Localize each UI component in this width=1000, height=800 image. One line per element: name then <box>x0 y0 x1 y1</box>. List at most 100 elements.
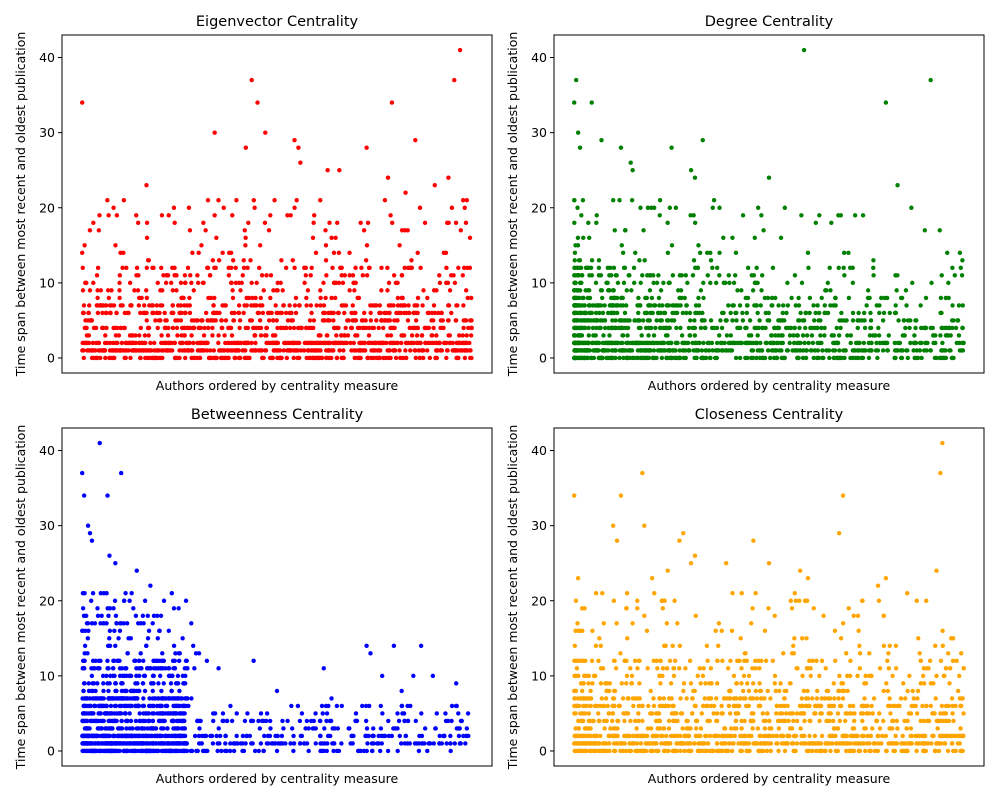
data-point <box>171 718 176 724</box>
data-point <box>717 273 722 278</box>
data-point <box>188 748 193 754</box>
data-point <box>144 235 150 240</box>
data-point <box>619 681 624 686</box>
data-point <box>913 703 918 709</box>
data-point <box>279 733 285 739</box>
data-point <box>183 673 188 679</box>
data-point <box>353 310 358 316</box>
data-point <box>710 348 715 353</box>
data-point <box>938 658 944 664</box>
data-point <box>572 250 578 256</box>
data-point <box>98 733 104 739</box>
data-point <box>809 333 815 338</box>
data-point <box>106 295 112 301</box>
data-point <box>411 673 416 679</box>
data-point <box>169 688 174 694</box>
data-point <box>115 733 121 739</box>
data-point <box>264 340 269 346</box>
data-point <box>339 703 344 709</box>
y-tick-label: 40 <box>39 443 55 458</box>
data-point <box>297 718 303 724</box>
data-point <box>311 726 316 731</box>
data-point <box>572 265 577 271</box>
data-point <box>333 295 338 301</box>
data-point <box>268 273 274 278</box>
data-point <box>612 228 617 233</box>
data-point <box>919 355 924 361</box>
data-point <box>195 718 200 724</box>
data-point <box>827 355 832 361</box>
data-point <box>113 688 118 694</box>
data-point <box>867 333 873 338</box>
data-point <box>246 295 252 301</box>
data-point <box>602 325 608 331</box>
data-point <box>311 325 316 331</box>
data-point <box>358 220 363 225</box>
y-tick-label: 10 <box>39 275 55 290</box>
data-point <box>661 310 667 316</box>
data-point <box>86 340 92 346</box>
data-point <box>421 355 426 361</box>
data-point <box>757 666 762 671</box>
data-point <box>683 273 688 278</box>
data-point <box>107 636 112 641</box>
data-point <box>597 325 602 331</box>
data-point <box>814 355 820 361</box>
data-point <box>703 348 709 353</box>
data-point <box>707 681 712 686</box>
data-point <box>313 741 318 746</box>
data-point <box>720 348 725 353</box>
data-point <box>231 310 237 316</box>
data-point <box>734 340 740 346</box>
data-point <box>162 310 167 316</box>
data-point <box>894 288 899 293</box>
data-point <box>875 733 880 739</box>
data-point <box>817 673 822 679</box>
data-point <box>418 340 423 346</box>
data-point <box>725 666 731 671</box>
data-point <box>891 748 896 754</box>
data-point <box>184 325 190 331</box>
data-point <box>752 235 757 240</box>
data-point <box>403 348 408 353</box>
data-point <box>395 711 400 716</box>
data-point <box>169 310 175 316</box>
data-point <box>629 673 635 679</box>
data-point <box>365 355 371 361</box>
data-point <box>420 303 425 308</box>
data-point <box>834 325 839 331</box>
data-point <box>730 303 735 308</box>
data-point <box>850 265 855 271</box>
data-point <box>707 355 713 361</box>
data-point <box>290 340 296 346</box>
y-tick-label: 40 <box>531 50 547 65</box>
data-point <box>843 348 848 353</box>
data-point <box>96 726 101 731</box>
data-point <box>785 303 791 308</box>
data-point <box>677 348 682 353</box>
data-point <box>695 265 700 271</box>
data-point <box>178 340 183 346</box>
data-point <box>161 711 166 716</box>
data-point <box>587 235 592 240</box>
data-point <box>842 355 847 361</box>
data-point <box>80 250 85 256</box>
data-point <box>839 681 844 686</box>
data-point <box>759 213 764 218</box>
data-point <box>442 733 447 739</box>
data-point <box>151 348 157 353</box>
data-point <box>148 583 153 588</box>
data-point <box>589 100 594 105</box>
data-point <box>363 703 369 709</box>
data-point <box>96 228 102 233</box>
data-point <box>409 258 414 263</box>
data-point <box>642 258 647 263</box>
data-point <box>106 213 111 218</box>
data-point <box>883 100 889 105</box>
data-point <box>638 741 644 746</box>
data-point <box>425 748 430 754</box>
data-point <box>625 333 630 338</box>
data-point <box>718 318 723 323</box>
data-point <box>618 303 623 308</box>
data-point <box>628 666 633 671</box>
